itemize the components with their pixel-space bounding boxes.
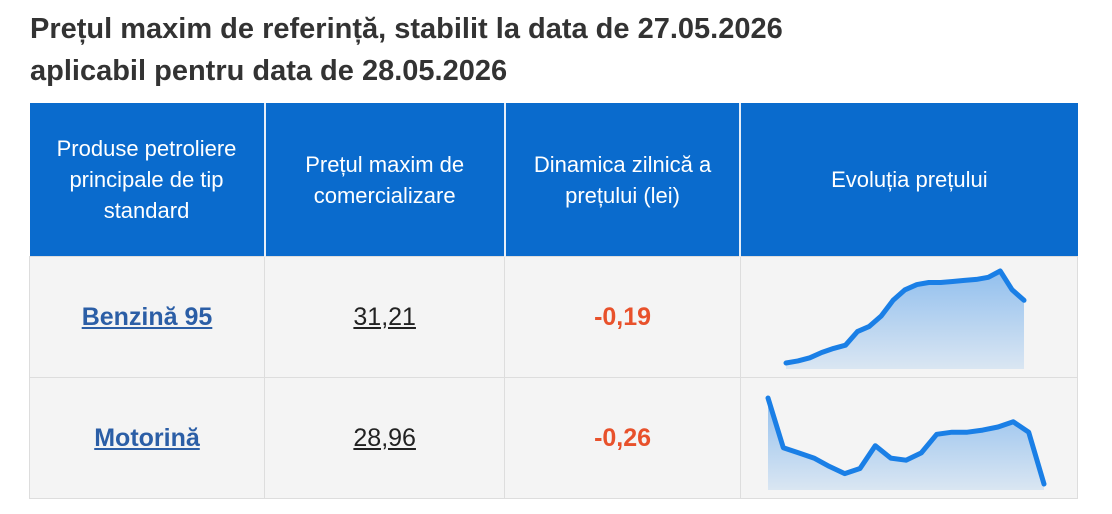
sparkline-line [783, 268, 1027, 366]
cell [739, 377, 1079, 499]
sparkline-line [765, 395, 1047, 487]
title-line: Prețul maxim de referință, stabilit la d… [30, 13, 783, 45]
sparkline-area [767, 398, 1044, 490]
product-link[interactable]: Benzină 95 [81, 302, 213, 331]
cell [739, 256, 1079, 378]
price[interactable]: 28,96 [353, 423, 416, 452]
change: -0,26 [594, 423, 652, 452]
price[interactable]: 31,21 [353, 302, 416, 331]
cell: 28,96 [263, 377, 506, 499]
cell: -0,26 [504, 377, 741, 499]
sparkline [765, 395, 1047, 490]
cell: 31,21 [263, 256, 506, 378]
row: Benzină 95 31,21 -0,19 [29, 256, 1079, 378]
cell: Benzină 95 [29, 256, 265, 378]
cell: -0,19 [504, 256, 741, 378]
change: -0,19 [594, 302, 652, 331]
cell: Motorină [29, 377, 265, 499]
row: Motorină 28,96 -0,26 [29, 377, 1079, 499]
sparkline-area [785, 271, 1024, 369]
sparkline [783, 268, 1027, 369]
price-table: Produse petroliere principale de tip sta… [29, 103, 1079, 499]
title: Prețul maxim de referință, stabilit la d… [30, 8, 783, 92]
column-header: Produse petroliere principale de tip sta… [29, 103, 266, 257]
column-header: Evoluția prețului [740, 103, 1078, 257]
product-link[interactable]: Motorină [94, 423, 200, 452]
column-header: Dinamica zilnică a prețului (lei) [504, 103, 742, 257]
column-header: Prețul maxim de comercializare [264, 103, 506, 257]
title-line: aplicabil pentru data de 28.05.2026 [30, 55, 508, 87]
header-row: Produse petroliere principale de tip sta… [29, 103, 1078, 257]
